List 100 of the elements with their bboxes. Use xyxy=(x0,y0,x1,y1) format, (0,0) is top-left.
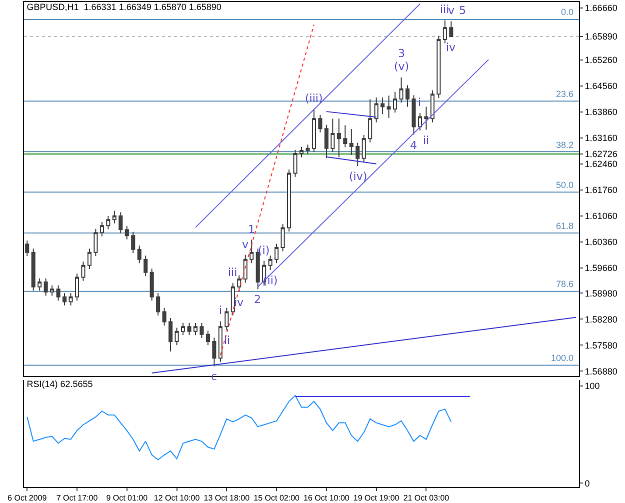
annotation: i xyxy=(219,304,222,317)
annotation: 1 xyxy=(248,223,255,236)
candlestick xyxy=(31,248,36,292)
annotation: 23.6 xyxy=(556,89,574,99)
candlestick xyxy=(287,169,292,232)
annotation: 61.8 xyxy=(556,221,574,231)
candlestick xyxy=(356,142,360,167)
candlestick xyxy=(362,134,366,163)
x-tick-label: 9 Oct 01:00 xyxy=(106,494,148,503)
candlestick xyxy=(112,210,116,224)
candlestick xyxy=(74,272,80,302)
candlestick xyxy=(174,327,179,346)
candlestick xyxy=(250,239,254,264)
annotation: v xyxy=(242,238,249,251)
annotation: 78.6 xyxy=(556,279,574,289)
candlestick xyxy=(50,284,54,296)
candlestick xyxy=(237,274,242,292)
candlestick xyxy=(118,212,123,234)
annotation: (v) xyxy=(394,60,410,73)
x-tick-label: 12 Oct 10:00 xyxy=(154,494,200,503)
line-series xyxy=(26,395,452,460)
x-tick-label: 15 Oct 02:00 xyxy=(254,494,300,503)
chart-title: RSI(14) 62.5655 xyxy=(26,378,93,389)
candlestick xyxy=(430,90,434,123)
candlestick xyxy=(87,248,92,270)
y-tick-label: 1.56880 xyxy=(584,366,618,376)
candlestick xyxy=(106,215,110,230)
candlestick xyxy=(280,224,285,252)
y-tick-label: 1.66660 xyxy=(584,3,618,14)
annotation: 3 xyxy=(398,47,405,60)
candlestick xyxy=(293,149,298,178)
candlestick xyxy=(144,255,148,277)
y-tick-label: 1.61060 xyxy=(584,211,618,222)
candlestick xyxy=(436,35,441,98)
candlestick xyxy=(62,292,67,306)
candlestick xyxy=(343,124,348,148)
y-tick-label: 1.64560 xyxy=(584,81,618,92)
candlestick xyxy=(424,106,428,130)
candlestick xyxy=(156,292,160,316)
annotation: (iv) xyxy=(349,170,368,183)
annotation: iii xyxy=(440,3,450,16)
y-tick-label: 1.62726 xyxy=(584,149,618,160)
candlestick xyxy=(374,96,378,123)
candlestick xyxy=(38,278,42,292)
chart-title: GBPUSD,H1 1.66331 1.66349 1.65870 1.65890 xyxy=(26,2,222,12)
candlestick xyxy=(218,320,222,362)
candlestick xyxy=(224,308,229,331)
annotation: 100.0 xyxy=(551,353,574,363)
x-tick-label: 13 Oct 18:00 xyxy=(204,494,250,503)
y-tick-label: 1.61760 xyxy=(584,185,618,196)
candlestick xyxy=(200,322,204,339)
candlestick xyxy=(68,292,73,306)
x-tick-label: 19 Oct 19:00 xyxy=(353,494,400,503)
y-tick-label: 100 xyxy=(584,380,600,391)
candlestick xyxy=(25,240,30,257)
candlestick xyxy=(100,221,104,237)
y-tick-label: 0 xyxy=(584,478,590,488)
y-tick-label: 1.65260 xyxy=(584,55,618,66)
candlestick xyxy=(268,255,272,271)
candlestick xyxy=(193,322,198,336)
annotation: v xyxy=(448,4,455,17)
candlestick xyxy=(368,98,372,143)
candlestick xyxy=(306,144,310,155)
x-tick-label: 21 Oct 03:00 xyxy=(403,494,450,503)
candlestick xyxy=(94,228,98,257)
annotation: (i) xyxy=(258,244,270,257)
candlestick xyxy=(336,118,341,158)
x-tick-label: 6 Oct 2009 xyxy=(8,494,48,503)
annotation: 4 xyxy=(410,139,417,152)
candlestick xyxy=(243,254,248,284)
annotation: 50.0 xyxy=(556,180,574,190)
annotation: iv xyxy=(446,41,456,54)
annotation: 5 xyxy=(459,4,466,17)
candlestick xyxy=(168,318,173,352)
annotation: i xyxy=(418,96,422,109)
x-tick-label: 16 Oct 10:00 xyxy=(304,494,350,503)
candlestick xyxy=(399,76,404,104)
candlestick xyxy=(274,243,279,264)
candlestick xyxy=(256,248,260,290)
candlestick xyxy=(349,128,354,156)
candlestick xyxy=(330,118,335,153)
candlestick xyxy=(180,322,186,336)
y-tick-label: 1.58980 xyxy=(584,288,618,298)
candlestick xyxy=(318,114,322,133)
candlestick xyxy=(212,337,216,367)
candlestick xyxy=(81,261,86,282)
x-tick-label: 7 Oct 17:00 xyxy=(56,494,98,503)
candlestick xyxy=(162,308,166,326)
candlestick xyxy=(386,95,391,118)
candlestick xyxy=(405,84,410,108)
candlestick xyxy=(380,96,385,115)
candlestick xyxy=(393,91,398,114)
candlestick xyxy=(324,124,328,158)
candlestick xyxy=(44,278,48,296)
candlestick xyxy=(131,231,136,254)
candlestick xyxy=(418,112,422,131)
y-tick-label: 1.58280 xyxy=(584,314,618,324)
candlestick xyxy=(206,330,210,346)
candlestick xyxy=(187,322,192,336)
annotation: 2 xyxy=(254,293,261,306)
